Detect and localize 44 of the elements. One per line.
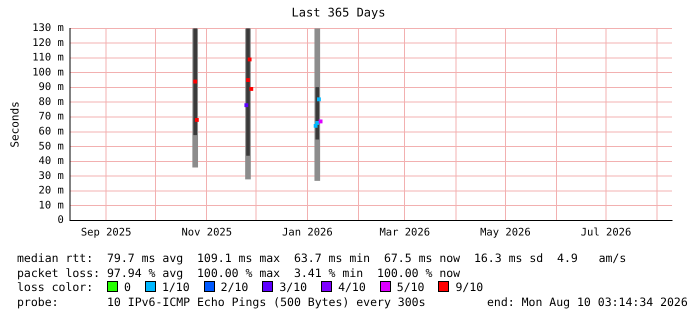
y-tick-label: 80 m xyxy=(38,96,64,108)
y-tick-label: 90 m xyxy=(38,81,64,94)
legend-title: loss color: xyxy=(17,280,94,294)
y-tick-label: 110 m xyxy=(32,52,64,64)
point xyxy=(244,103,248,108)
point xyxy=(249,87,254,91)
legend-label: 1/10 xyxy=(162,280,190,294)
x-tick-label: Nov 2025 xyxy=(181,226,232,238)
y-tick-label: 30 m xyxy=(38,170,64,182)
y-tick-label: 0 xyxy=(57,214,64,226)
y-tick-label: 120 m xyxy=(32,36,64,49)
point xyxy=(194,118,199,122)
x-tick-label: Jul 2026 xyxy=(580,226,632,238)
text: median rtt: 79.7 ms avg 109.1 ms max 63.7 ms min 67.5 ms now 16.3 ms sd 4.9 am/s xyxy=(17,251,626,265)
point xyxy=(317,97,321,102)
y-tick-label: 100 m xyxy=(32,66,64,78)
point xyxy=(315,121,320,125)
x-tick-label: May 2026 xyxy=(480,226,531,238)
x-tick-label: Sep 2025 xyxy=(80,226,132,238)
chart-title: Last 365 Days xyxy=(292,5,386,20)
legend-label: 5/10 xyxy=(396,280,424,294)
point xyxy=(246,78,250,82)
legend-label: 3/10 xyxy=(279,280,308,294)
legend-label: 9/10 xyxy=(455,280,484,294)
y-tick-label: 60 m xyxy=(38,126,64,138)
legend-label: 0 xyxy=(124,280,131,294)
x-tick-label: Jan 2026 xyxy=(282,226,333,238)
text: packet loss: 97.94 % avg 100.00 % max 3.41 % min 100.00 % now xyxy=(17,266,460,280)
y-tick-label: 50 m xyxy=(38,140,64,152)
y-tick-label: 130 m xyxy=(32,22,64,34)
text: probe: 10 IPv6-ICMP Echo Pings (500 Bytes) every 300s xyxy=(17,294,426,308)
x-tick-label: Mar 2026 xyxy=(379,226,430,238)
point xyxy=(193,80,198,84)
point xyxy=(248,58,252,62)
point xyxy=(318,120,322,124)
legend-label: 2/10 xyxy=(220,280,248,294)
text: end: Mon Aug 10 03:14:34 2026 xyxy=(487,294,688,308)
y-tick-label: 10 m xyxy=(38,199,64,212)
y-axis-title: Seconds xyxy=(8,101,22,148)
y-tick-label: 40 m xyxy=(38,155,64,168)
y-tick-label: 70 m xyxy=(38,110,64,123)
legend-label: 4/10 xyxy=(338,280,366,294)
y-tick-label: 20 m xyxy=(38,184,64,197)
point xyxy=(314,124,318,128)
